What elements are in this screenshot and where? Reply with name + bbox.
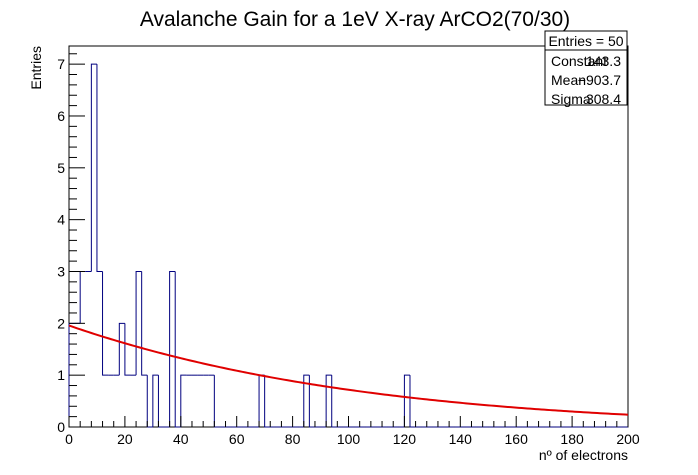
stats-row-label: Constant	[551, 53, 607, 69]
histogram-bin	[403, 374, 410, 427]
x-tick-label: 0	[65, 431, 73, 447]
histogram-bin	[152, 374, 159, 427]
y-tick-label: 7	[57, 56, 65, 72]
histogram-bin	[180, 374, 187, 427]
x-tick-label: 60	[229, 431, 245, 447]
y-axis-label: Entries	[28, 46, 44, 90]
histogram-bin	[308, 375, 315, 428]
y-tick-label: 6	[57, 108, 65, 124]
histogram-bin	[409, 375, 416, 428]
y-tick-label: 2	[57, 315, 65, 331]
stats-row-value: 308.4	[586, 91, 621, 107]
histogram-bin	[325, 374, 332, 427]
y-tick-label: 0	[57, 419, 65, 435]
y-tick-label: 1	[57, 367, 65, 383]
x-tick-label: 80	[285, 431, 301, 447]
histogram-bin	[331, 375, 338, 428]
histogram-bin	[124, 323, 131, 376]
x-axis-label: nº of electrons	[539, 447, 628, 463]
fit-curve	[68, 324, 629, 416]
histogram-bin	[102, 271, 109, 376]
histogram-bin	[264, 375, 271, 428]
stats-row-label: Mean	[551, 72, 586, 88]
y-tick-label: 3	[57, 263, 65, 279]
x-tick-label: 140	[449, 431, 473, 447]
stats-entries: Entries = 50	[548, 33, 623, 49]
x-tick-label: 180	[560, 431, 584, 447]
stats-box-frame	[544, 30, 628, 106]
histogram-bin	[303, 374, 310, 427]
histogram-bin	[174, 271, 181, 428]
histogram-bin	[135, 270, 142, 376]
histogram-bin	[96, 64, 103, 272]
histogram-bin	[169, 270, 176, 427]
y-tick-label: 4	[57, 212, 65, 228]
stats-row-value: 143.3	[586, 53, 621, 69]
y-tick-label: 5	[57, 160, 65, 176]
histogram-bin	[90, 63, 97, 272]
x-tick-label: 160	[505, 431, 529, 447]
x-tick-label: 20	[117, 431, 133, 447]
histogram-bin	[118, 322, 125, 376]
stats-row-value: −903.7	[578, 72, 621, 88]
x-tick-label: 120	[393, 431, 417, 447]
histogram-bin	[141, 271, 148, 376]
stats-row-label: Sigma	[551, 91, 591, 107]
chart-title: Avalanche Gain for a 1eV X-ray ArCO2(70/…	[140, 8, 570, 31]
x-tick-label: 100	[337, 431, 361, 447]
x-tick-label: 40	[173, 431, 189, 447]
x-tick-label: 200	[616, 431, 640, 447]
